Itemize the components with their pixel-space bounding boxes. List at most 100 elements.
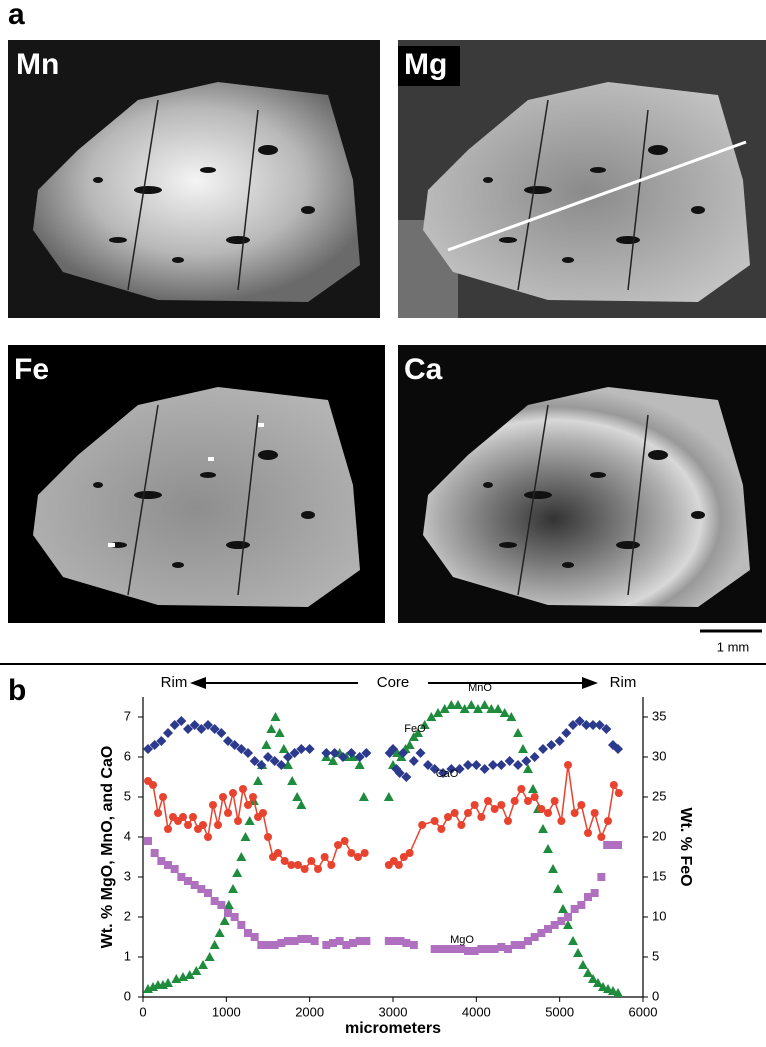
- marker: [504, 817, 512, 825]
- marker: [466, 700, 476, 709]
- x-tick-label: 6000: [629, 1004, 658, 1019]
- y2-tick-label: 25: [652, 788, 666, 803]
- x-tick-label: 0: [139, 1004, 146, 1019]
- y-tick-label: 3: [124, 868, 131, 883]
- marker: [311, 937, 319, 945]
- y2-axis-title: Wt. % FeO: [677, 807, 694, 886]
- annotation: Rim: [161, 674, 188, 691]
- map-panel: Fe: [8, 345, 385, 623]
- x-tick-label: 2000: [295, 1004, 324, 1019]
- map-panel: Mg: [398, 40, 766, 318]
- arrow-head: [582, 677, 598, 689]
- marker: [163, 978, 173, 987]
- marker: [261, 740, 271, 749]
- marker: [294, 861, 302, 869]
- marker: [548, 864, 558, 873]
- marker: [164, 825, 172, 833]
- marker: [538, 744, 548, 754]
- marker: [159, 793, 167, 801]
- marker: [517, 785, 525, 793]
- marker: [431, 817, 439, 825]
- marker: [464, 809, 472, 817]
- marker: [518, 744, 528, 753]
- map-label: Mg: [404, 48, 447, 81]
- marker: [259, 809, 267, 817]
- y2-tick-label: 0: [652, 988, 659, 1003]
- series-label: MnO: [468, 682, 492, 694]
- marker: [341, 837, 349, 845]
- marker: [199, 821, 207, 829]
- marker: [217, 901, 225, 909]
- marker: [437, 825, 445, 833]
- marker: [296, 800, 306, 809]
- marker: [171, 865, 179, 873]
- marker: [279, 744, 289, 753]
- marker: [453, 700, 463, 709]
- x-tick-label: 5000: [545, 1004, 574, 1019]
- marker: [163, 728, 173, 738]
- marker: [314, 865, 322, 873]
- map-label: Fe: [14, 353, 49, 386]
- y-tick-label: 7: [124, 708, 131, 723]
- marker: [451, 809, 459, 817]
- series-label: MgO: [450, 934, 474, 946]
- marker: [189, 813, 197, 821]
- y-tick-label: 1: [124, 948, 131, 963]
- marker: [555, 736, 565, 746]
- marker: [209, 801, 217, 809]
- marker: [546, 740, 556, 750]
- y-tick-label: 6: [124, 748, 131, 763]
- marker: [275, 728, 285, 737]
- panel-label: a: [8, 0, 25, 31]
- marker: [614, 841, 622, 849]
- y2-tick-label: 15: [652, 868, 666, 883]
- marker: [241, 832, 251, 841]
- marker: [471, 760, 481, 770]
- marker: [480, 700, 490, 709]
- y2-tick-label: 20: [652, 828, 666, 843]
- marker: [292, 792, 302, 801]
- marker: [491, 805, 499, 813]
- marker: [347, 849, 355, 857]
- marker: [219, 793, 227, 801]
- marker: [210, 940, 220, 949]
- marker: [513, 728, 523, 737]
- marker: [577, 901, 585, 909]
- y-tick-label: 2: [124, 908, 131, 923]
- marker: [179, 813, 187, 821]
- marker: [523, 764, 533, 773]
- marker: [271, 712, 281, 721]
- marker: [224, 809, 232, 817]
- marker: [597, 873, 605, 881]
- map-panel: Ca: [398, 345, 766, 623]
- y2-tick-label: 30: [652, 748, 666, 763]
- map-label: Ca: [404, 353, 443, 386]
- marker: [395, 861, 403, 869]
- marker: [410, 941, 418, 949]
- marker: [484, 797, 492, 805]
- marker: [264, 833, 272, 841]
- marker: [530, 752, 540, 762]
- marker: [266, 724, 276, 733]
- marker: [406, 849, 414, 857]
- marker: [480, 764, 490, 774]
- marker: [204, 833, 212, 841]
- marker: [538, 824, 548, 833]
- marker: [591, 889, 599, 897]
- marker: [220, 916, 230, 925]
- marker: [281, 857, 289, 865]
- marker: [418, 821, 426, 829]
- marker: [321, 853, 329, 861]
- series-label: CaO: [436, 768, 459, 780]
- marker: [354, 853, 362, 861]
- marker: [198, 960, 208, 969]
- y-tick-label: 5: [124, 788, 131, 803]
- marker: [204, 889, 212, 897]
- marker: [234, 817, 242, 825]
- x-tick-label: 4000: [462, 1004, 491, 1019]
- marker: [571, 809, 579, 817]
- marker: [597, 833, 605, 841]
- marker: [493, 704, 503, 713]
- marker: [591, 809, 599, 817]
- marker: [557, 817, 565, 825]
